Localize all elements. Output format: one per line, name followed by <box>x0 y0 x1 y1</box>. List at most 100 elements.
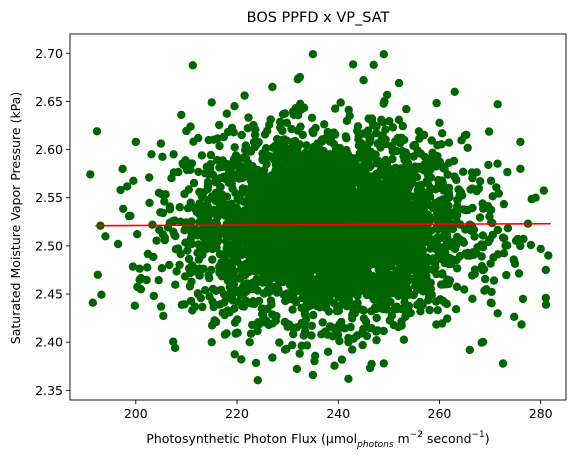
data-point <box>177 110 186 120</box>
data-point <box>318 318 327 327</box>
data-point <box>232 203 241 212</box>
data-point <box>240 91 249 100</box>
data-point <box>452 175 461 185</box>
data-point <box>281 169 290 178</box>
y-tick-label: 2.65 <box>35 94 63 109</box>
data-point <box>255 320 264 329</box>
data-point <box>229 280 239 289</box>
data-point <box>231 151 241 160</box>
data-point <box>133 230 142 239</box>
data-point <box>438 296 448 306</box>
data-point <box>445 276 455 285</box>
data-point <box>335 336 344 346</box>
data-point <box>541 293 550 303</box>
data-point <box>353 331 362 340</box>
data-point <box>415 134 424 143</box>
data-point <box>474 184 484 193</box>
data-point <box>271 190 280 200</box>
data-point <box>417 198 426 207</box>
data-point <box>215 120 224 130</box>
data-point <box>186 122 195 131</box>
data-point <box>336 211 346 220</box>
data-point <box>381 293 391 303</box>
data-point <box>376 298 385 308</box>
data-point <box>268 353 277 362</box>
data-point <box>353 291 362 300</box>
data-point <box>280 345 290 354</box>
data-point <box>268 310 277 319</box>
data-point <box>189 137 198 146</box>
data-point <box>149 291 158 301</box>
data-point <box>468 271 477 280</box>
data-point <box>300 321 309 330</box>
data-point <box>232 328 242 337</box>
data-point <box>450 244 460 254</box>
data-point <box>263 270 272 279</box>
data-point <box>237 355 246 364</box>
data-point <box>518 294 528 304</box>
data-point <box>253 326 262 336</box>
data-point <box>470 232 479 241</box>
data-point <box>468 184 477 193</box>
data-point <box>131 137 140 147</box>
data-point <box>539 186 548 195</box>
data-point <box>372 129 381 138</box>
x-tick-label: 200 <box>124 406 148 421</box>
data-point <box>216 182 225 192</box>
data-point <box>254 213 264 222</box>
data-point <box>373 285 383 294</box>
data-point <box>429 151 438 161</box>
data-point <box>156 139 166 148</box>
data-point <box>200 230 209 240</box>
data-point <box>359 76 368 85</box>
data-point <box>432 237 442 246</box>
data-point <box>448 224 458 234</box>
data-point <box>223 127 233 137</box>
data-point <box>248 233 257 243</box>
data-point <box>212 229 221 238</box>
data-point <box>437 280 446 289</box>
data-point <box>359 185 369 195</box>
data-point <box>188 61 197 70</box>
data-point <box>318 238 328 247</box>
data-point <box>354 132 363 141</box>
data-point <box>214 197 224 206</box>
data-point <box>366 180 375 189</box>
data-point <box>248 297 258 306</box>
data-point <box>246 329 256 338</box>
data-point <box>330 273 339 283</box>
data-point <box>178 159 187 168</box>
data-point <box>408 255 417 264</box>
data-point <box>319 270 329 280</box>
data-point <box>217 272 227 281</box>
data-point <box>393 211 402 220</box>
data-point <box>374 156 383 166</box>
data-point <box>453 202 462 211</box>
data-point <box>403 193 413 202</box>
y-tick-label: 2.40 <box>35 335 63 350</box>
data-point <box>264 205 273 214</box>
data-point <box>413 164 423 173</box>
data-point <box>186 233 196 243</box>
data-point <box>289 330 298 339</box>
data-point <box>360 229 370 238</box>
data-point <box>187 217 196 226</box>
data-point <box>343 153 352 162</box>
data-point <box>413 300 422 310</box>
data-point <box>213 134 222 143</box>
data-point <box>544 251 553 260</box>
data-point <box>158 152 167 161</box>
data-point <box>180 300 189 309</box>
data-point <box>420 207 429 217</box>
data-point <box>169 227 178 236</box>
data-point <box>477 262 487 271</box>
data-point <box>451 305 461 314</box>
data-point <box>399 335 409 344</box>
data-point <box>437 140 446 149</box>
data-point <box>93 270 103 279</box>
data-point <box>423 164 433 173</box>
data-point <box>366 187 375 197</box>
data-point <box>536 244 545 253</box>
data-point <box>476 177 485 186</box>
data-point <box>250 130 260 140</box>
